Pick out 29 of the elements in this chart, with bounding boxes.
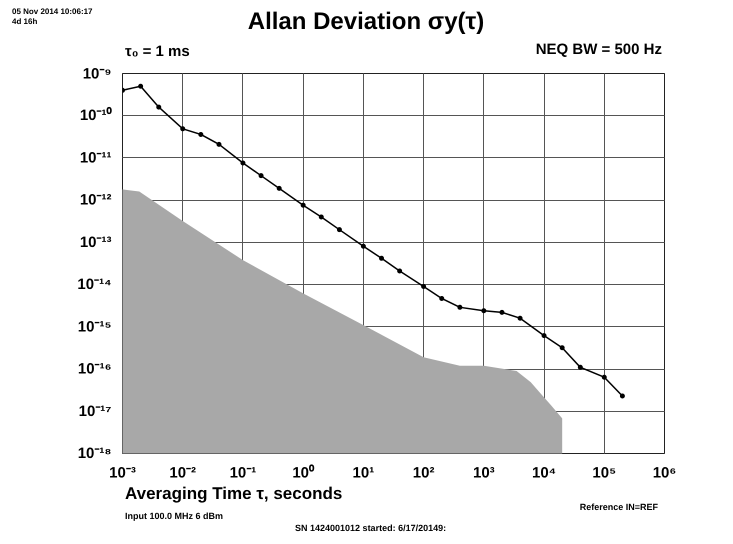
- text: τ₀ = 1 ms: [125, 43, 190, 60]
- x-tick-label: 10¹: [352, 464, 374, 482]
- x-tick-label: 10⁻³: [109, 464, 136, 482]
- y-tick-label: 10⁻¹⁸: [78, 445, 112, 462]
- y-tick-label: 10⁻¹⁷: [78, 402, 112, 420]
- x-axis-title: Averaging Time τ, seconds: [125, 484, 342, 503]
- y-tick-label: 10⁻¹⁰: [80, 106, 112, 124]
- text: 05 Nov 2014 10:06:17: [12, 7, 92, 16]
- x-tick-label: 10⁵: [592, 464, 616, 482]
- text: NEQ BW = 500 Hz: [536, 41, 662, 58]
- x-tick-label: 10²: [412, 464, 434, 482]
- x-tick-label: 10⁰: [292, 464, 316, 482]
- text: SN 1424001012 started: 6/17/20149:: [295, 523, 446, 533]
- y-tick-label: 10⁻¹²: [80, 192, 112, 209]
- y-tick-label: 10⁻¹⁴: [77, 276, 112, 294]
- text: Reference IN=REF: [580, 502, 658, 512]
- x-tick-label: 10³: [472, 464, 495, 482]
- x-tick-label: 10⁻¹: [230, 464, 256, 482]
- text: Input 100.0 MHz 6 dBm: [125, 511, 224, 521]
- y-tick-label: 10⁻¹¹: [80, 149, 112, 166]
- y-tick-label: 10⁻¹³: [80, 234, 112, 251]
- text: 4d 16h: [12, 17, 38, 26]
- x-tick-label: 10⁻²: [169, 464, 196, 482]
- x-tick-label: 10⁶: [652, 464, 676, 482]
- y-tick-label: 10⁻⁹: [82, 66, 112, 82]
- chart-title: Allan Deviation σy(τ): [248, 8, 484, 35]
- y-tick-label: 10⁻¹⁶: [78, 360, 112, 378]
- x-tick-label: 10⁴: [532, 464, 556, 482]
- y-tick-label: 10⁻¹⁵: [78, 318, 112, 336]
